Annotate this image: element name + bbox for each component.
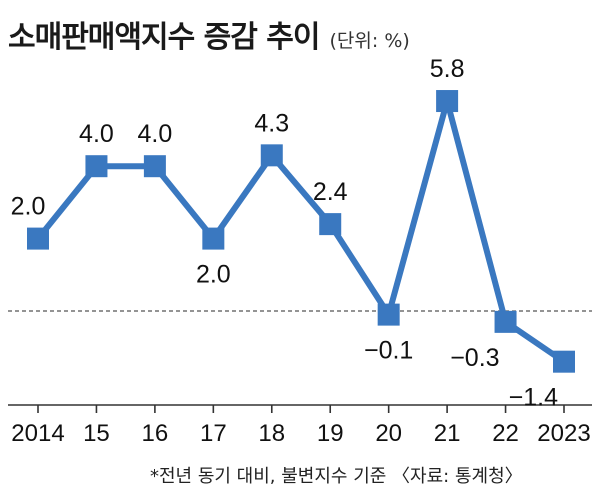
data-label: 4.3 [254, 109, 289, 137]
x-tick-label: 21 [434, 420, 461, 447]
data-label: 5.8 [430, 55, 465, 83]
data-label: 2.0 [196, 261, 231, 289]
data-point [319, 213, 342, 236]
x-tick-label: 16 [142, 420, 169, 447]
chart-header: 소매판매액지수 증감 추이 (단위: %) [8, 12, 410, 56]
chart-unit: (단위: %) [329, 30, 410, 52]
x-tick-label: 2023 [537, 420, 590, 447]
data-label: 4.0 [138, 120, 173, 148]
data-point [27, 227, 49, 250]
data-label: −0.3 [450, 344, 499, 372]
data-point [260, 144, 283, 167]
data-point [553, 350, 575, 373]
data-label: −1.4 [509, 384, 558, 412]
data-label: 4.0 [79, 120, 114, 148]
data-label: −0.1 [364, 337, 413, 365]
x-tick-label: 15 [83, 420, 110, 447]
data-point [494, 310, 517, 333]
x-tick-label: 20 [375, 420, 402, 447]
data-point [377, 303, 400, 326]
x-tick-label: 18 [258, 420, 285, 447]
data-label: 2.4 [313, 178, 348, 206]
data-point [436, 90, 459, 113]
data-point [143, 155, 166, 178]
x-tick-label: 17 [200, 420, 227, 447]
data-point [202, 227, 225, 250]
x-tick-label: 19 [317, 420, 344, 447]
x-tick-label: 2014 [11, 420, 64, 447]
source-note: *전년 동기 대비, 불변지수 기준 〈자료: 통계청〉 [150, 466, 523, 487]
data-label: 2.0 [11, 193, 46, 221]
data-point [85, 155, 108, 178]
x-tick-label: 22 [492, 420, 519, 447]
chart-title: 소매판매액지수 증감 추이 [8, 20, 320, 55]
series-line [35, 98, 566, 365]
